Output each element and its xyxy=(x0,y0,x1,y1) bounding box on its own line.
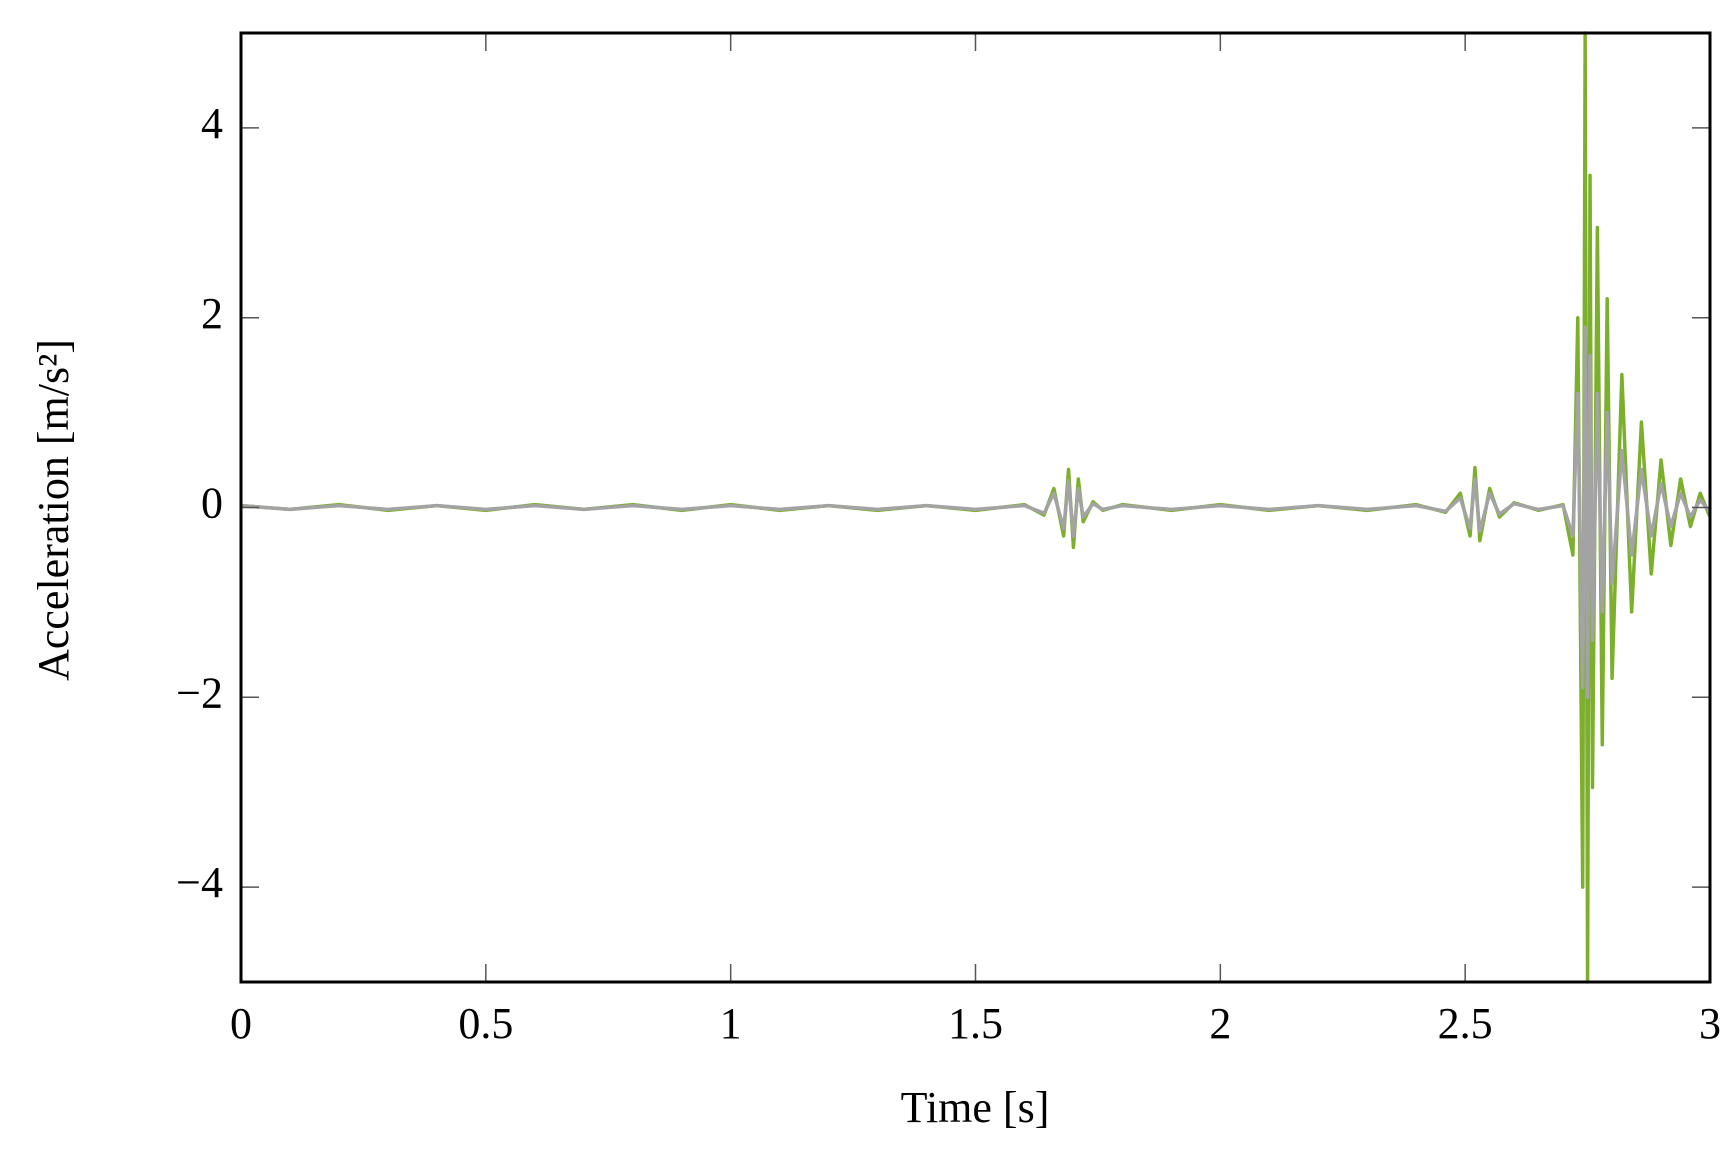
x-tick-label: 2.5 xyxy=(1438,999,1493,1048)
x-tick-label: 1 xyxy=(720,999,742,1048)
x-tick-label: 1.5 xyxy=(948,999,1003,1048)
x-tick-label: 0 xyxy=(230,999,252,1048)
x-axis-label: Time [s] xyxy=(901,1083,1050,1132)
plot-frame xyxy=(239,31,1712,984)
y-tick-label: −2 xyxy=(176,668,223,717)
y-tick-label: 2 xyxy=(201,289,223,338)
y-tick-label: 0 xyxy=(201,479,223,528)
x-tick-label: 3 xyxy=(1699,999,1721,1048)
x-tick-label: 2 xyxy=(1209,999,1231,1048)
y-tick-label: 4 xyxy=(201,99,223,148)
y-tick-label: −4 xyxy=(176,858,223,907)
x-tick-label: 0.5 xyxy=(458,999,513,1048)
y-axis-label: Acceleration [m/s²] xyxy=(29,339,78,681)
series-line xyxy=(240,325,1712,700)
